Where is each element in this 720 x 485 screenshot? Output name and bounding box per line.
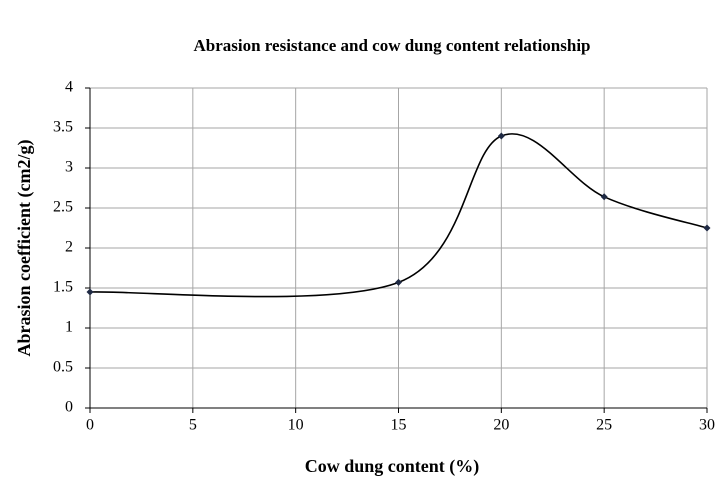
y-tick-label: 3.5 <box>53 119 73 136</box>
x-tick-label: 20 <box>493 417 509 434</box>
y-tick-label: 0 <box>65 399 73 416</box>
x-tick-label: 0 <box>86 417 94 434</box>
point <box>395 278 402 286</box>
x-tick-label: 15 <box>391 417 407 434</box>
chart-title: Abrasion resistance and cow dung content… <box>193 36 590 55</box>
y-tick-label: 2 <box>65 239 73 256</box>
y-tick-label: 1 <box>65 319 73 336</box>
line <box>89 133 708 298</box>
y-tick-label: 1.5 <box>53 279 73 296</box>
x-tick-label: 25 <box>596 417 612 434</box>
y-tick-label: 2.5 <box>53 199 73 216</box>
point <box>86 288 94 296</box>
y-axis-label: Abrasion coefficient (cm2/g) <box>14 140 35 357</box>
x-tick-label: 30 <box>699 417 715 434</box>
point <box>703 224 711 232</box>
point <box>497 132 505 140</box>
y-tick-label: 0.5 <box>53 359 73 376</box>
y-tick-label: 3 <box>65 159 73 176</box>
x-tick-label: 10 <box>288 417 304 434</box>
x-tick-label: 5 <box>189 417 197 434</box>
point <box>600 193 608 201</box>
x-axis-label: Cow dung content (%) <box>305 456 480 477</box>
y-tick-label: 4 <box>65 79 73 96</box>
